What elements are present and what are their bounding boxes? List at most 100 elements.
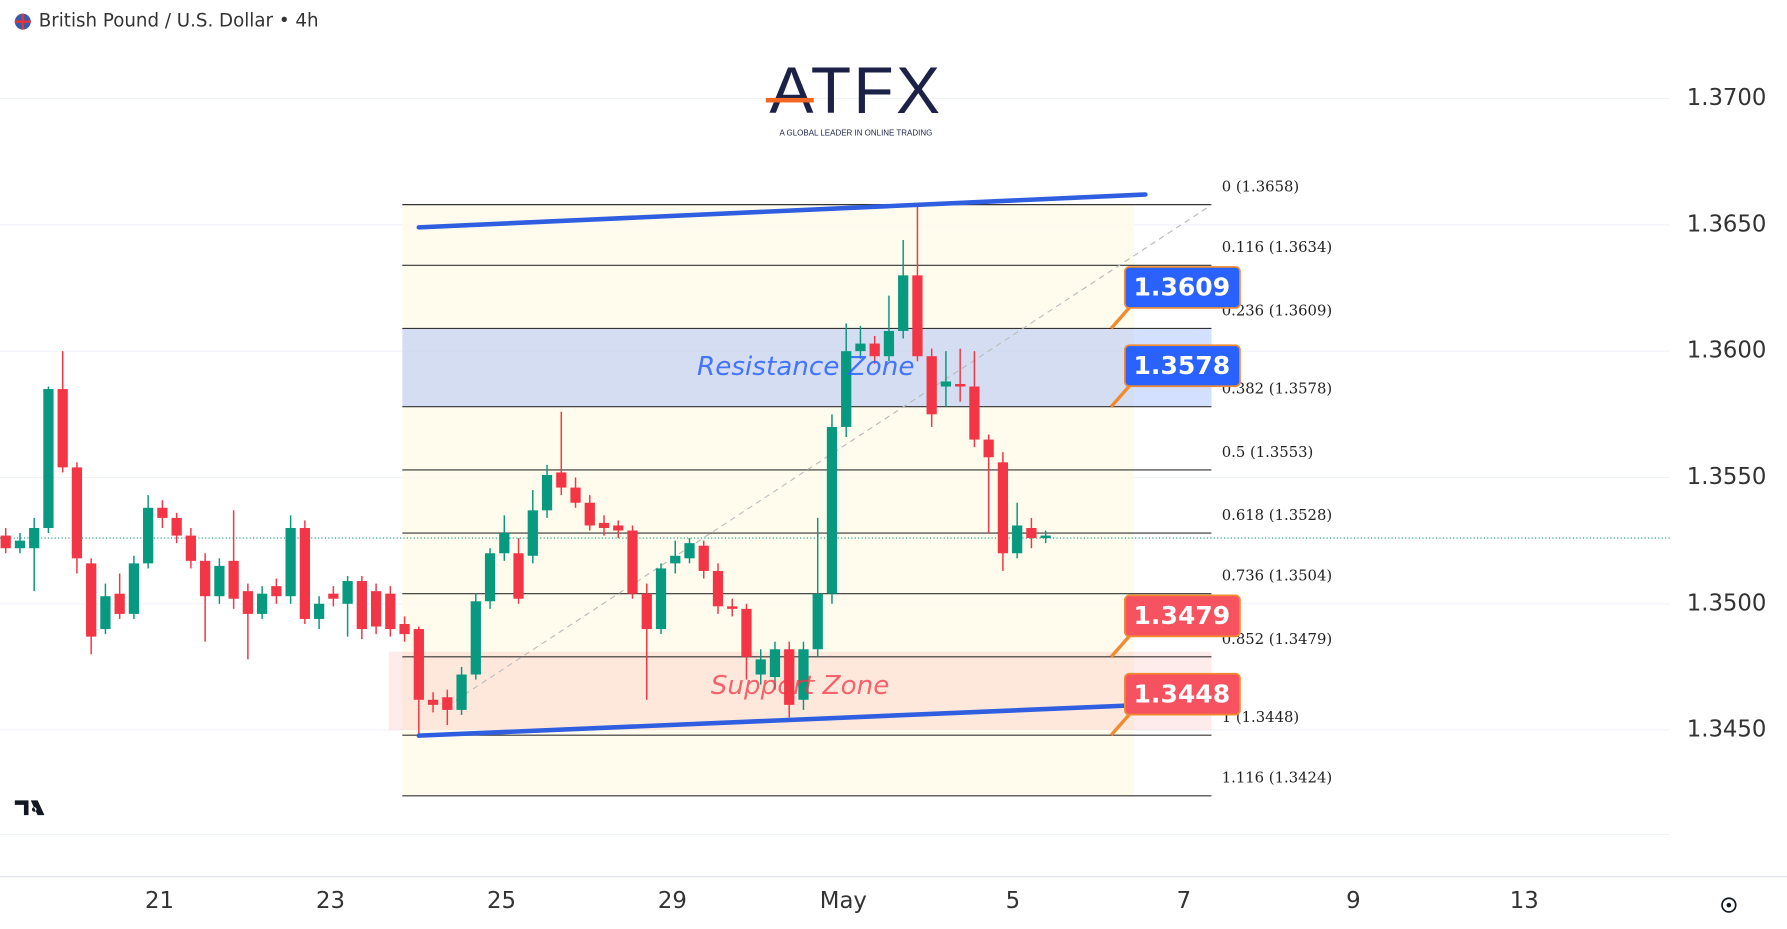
candle-body (285, 527, 296, 597)
x-tick-label: 5 (1006, 888, 1020, 914)
main-layer (0, 192, 1148, 738)
candle-body (670, 555, 681, 564)
x-tick-label: 9 (1346, 888, 1360, 914)
fib-label: 0.236 (1.3609) (1222, 302, 1332, 319)
candle-body (727, 606, 738, 609)
candle-body (912, 275, 923, 357)
y-tick-label: 1.3550 (1687, 464, 1767, 490)
fib-band (402, 406, 1134, 470)
fib-band (402, 204, 1134, 266)
fib-band (402, 593, 1134, 657)
settings-icon-dot (1726, 902, 1732, 908)
candle-body (1012, 525, 1023, 554)
price-tag (1123, 344, 1241, 388)
candle-body (470, 601, 481, 675)
trend-line (416, 702, 1148, 738)
trend-line (416, 192, 1148, 230)
brand-logo: ATFX (769, 53, 942, 127)
candle-body (200, 560, 211, 597)
candle-body (556, 472, 567, 488)
candle-body (385, 593, 396, 630)
zone-label: Resistance Zone (697, 352, 914, 382)
fib-label: 0.618 (1.3528) (1222, 507, 1332, 524)
candle-body (43, 389, 54, 528)
x-tick-label: 13 (1510, 888, 1539, 914)
candle-body (698, 545, 709, 571)
candle-body (427, 699, 439, 705)
fib-band (402, 735, 1134, 796)
candle-body (926, 356, 937, 415)
candle-body (798, 649, 809, 700)
y-tick-label: 1.3600 (1687, 338, 1767, 364)
fib-band (402, 533, 1134, 594)
candle-body (442, 697, 453, 710)
candle-body (627, 530, 638, 594)
price-tag-label: 1.3479 (1133, 601, 1230, 630)
candle-body (1040, 535, 1051, 539)
candle-body (86, 563, 97, 637)
candle-body (456, 674, 467, 710)
candle-body (784, 649, 795, 705)
zone-label: Support Zone (711, 671, 890, 701)
candle-body (898, 275, 909, 331)
candle-body (712, 570, 724, 607)
price-tag (1123, 672, 1241, 716)
y-tick-label: 1.3500 (1687, 590, 1767, 616)
candle-body (143, 507, 154, 564)
background-layer (0, 97, 1670, 797)
candle-body (769, 649, 781, 678)
candle-body (598, 522, 610, 528)
brand-accent (765, 97, 814, 103)
fib-label: 0.116 (1.3634) (1222, 239, 1332, 256)
candle-body (242, 591, 254, 614)
y-tick-label: 1.3700 (1687, 85, 1767, 111)
candle-body (826, 426, 838, 594)
candle-body (71, 467, 83, 559)
candle-body (527, 510, 538, 556)
x-tick-label: 7 (1177, 888, 1191, 914)
fib-label: 1 (1.3448) (1222, 709, 1299, 726)
x-tick-label: May (820, 888, 867, 914)
x-tick-label: 29 (658, 888, 687, 914)
candle-body (969, 386, 980, 440)
candle-body (228, 560, 239, 599)
fib-label: 0 (1.3658) (1222, 179, 1299, 196)
fib-band (402, 265, 1134, 329)
fib-label: 0.382 (1.3578) (1222, 381, 1332, 398)
y-tick-label: 1.3650 (1687, 211, 1767, 237)
candle-body (356, 581, 367, 630)
candle-body (883, 330, 895, 357)
candle-body (997, 462, 1009, 554)
candle-body (812, 593, 823, 650)
candle-body (271, 586, 282, 597)
candle-body (541, 474, 553, 511)
candle-body (613, 525, 624, 531)
candle-body (741, 608, 752, 657)
candle-body (584, 502, 595, 526)
candle-body (484, 553, 496, 602)
candle-body (983, 439, 994, 458)
candle-body (499, 533, 510, 554)
x-tick-label: 21 (145, 888, 174, 914)
fib-label: 0.736 (1.3504) (1222, 568, 1332, 585)
candle-body (328, 593, 339, 599)
candle-body (313, 603, 325, 619)
candle-body (114, 593, 125, 614)
candle-body (29, 527, 40, 549)
candle-body (755, 659, 766, 675)
fib-label: 0.852 (1.3479) (1222, 631, 1332, 648)
x-tick-label: 23 (316, 888, 345, 914)
chart-title: British Pound / U.S. Dollar • 4h (39, 11, 319, 32)
candle-body (655, 568, 667, 630)
fib-band (402, 328, 1134, 407)
candle-body (413, 629, 424, 700)
candle-body (256, 593, 268, 614)
candle-body (940, 381, 952, 387)
zone (402, 328, 1212, 407)
price-tag-label: 1.3448 (1133, 679, 1230, 708)
candle-body (342, 581, 353, 604)
candle-body (299, 527, 310, 619)
price-tag (1123, 594, 1241, 638)
candle-body (0, 535, 11, 549)
